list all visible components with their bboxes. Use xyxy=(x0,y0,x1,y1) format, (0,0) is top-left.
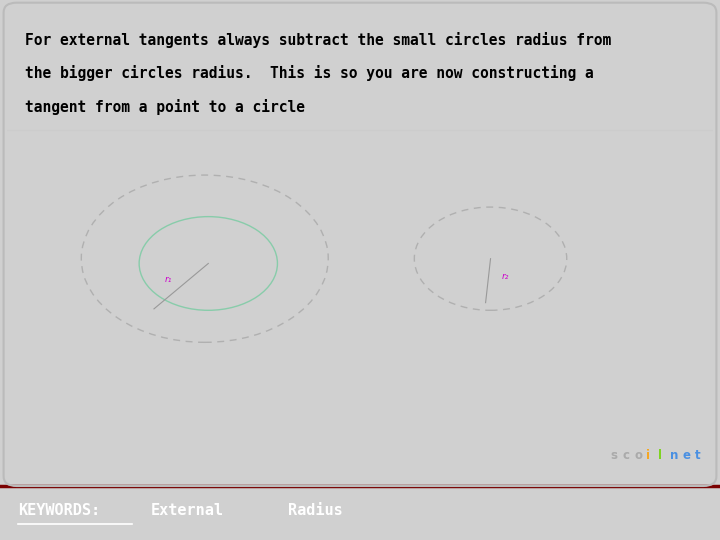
Text: i: i xyxy=(647,449,650,462)
Text: e: e xyxy=(683,449,690,462)
Text: the bigger circles radius.  This is so you are now constructing a: the bigger circles radius. This is so yo… xyxy=(24,65,593,81)
Text: l: l xyxy=(659,449,662,462)
Text: External: External xyxy=(151,503,224,518)
Text: t: t xyxy=(695,449,700,462)
Text: c: c xyxy=(623,449,629,462)
Text: o: o xyxy=(634,449,642,462)
Text: For external tangents always subtract the small circles radius from: For external tangents always subtract th… xyxy=(24,32,611,48)
Text: r₁: r₁ xyxy=(164,275,172,284)
Text: Radius: Radius xyxy=(288,503,343,518)
Text: tangent from a point to a circle: tangent from a point to a circle xyxy=(24,99,305,114)
Text: KEYWORDS:: KEYWORDS: xyxy=(18,503,100,518)
Text: s: s xyxy=(611,449,618,462)
Text: r₂: r₂ xyxy=(502,272,509,281)
Text: n: n xyxy=(670,449,679,462)
